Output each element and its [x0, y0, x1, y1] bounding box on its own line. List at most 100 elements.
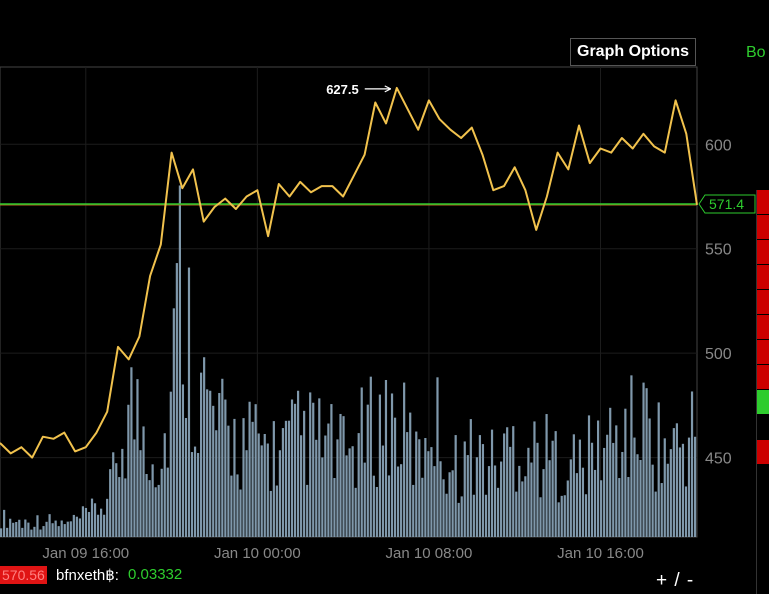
volume-bar	[172, 308, 175, 537]
volume-bar	[548, 460, 551, 537]
volume-bar	[218, 393, 221, 537]
volume-bar	[24, 519, 27, 537]
volume-bar	[681, 443, 685, 537]
volume-bar	[400, 464, 403, 537]
volume-bar	[318, 398, 321, 537]
volume-bar	[48, 514, 51, 537]
y-tick-label: 600	[705, 137, 732, 154]
volume-bar	[45, 521, 48, 537]
last-price-label: 571.4	[709, 196, 744, 212]
volume-bar	[15, 522, 18, 537]
volume-bar	[348, 448, 351, 537]
volume-bar	[293, 403, 297, 537]
volume-bar	[166, 467, 169, 537]
volume-bar	[615, 425, 618, 537]
volume-bar	[521, 481, 524, 537]
x-tick-label: Jan 10 00:00	[214, 545, 301, 562]
volume-bar	[100, 508, 103, 537]
volume-bar	[160, 468, 163, 537]
volume-bar	[357, 433, 360, 537]
volume-bar	[78, 518, 81, 537]
volume-bar	[72, 514, 75, 537]
volume-bar	[515, 491, 518, 537]
volume-bar	[496, 487, 500, 537]
volume-bar	[266, 443, 269, 537]
x-tick-label: Jan 09 16:00	[42, 545, 129, 562]
volume-bar	[618, 478, 621, 537]
volume-bar	[324, 435, 327, 537]
volume-bar	[545, 414, 548, 537]
volume-bar	[445, 493, 448, 537]
order-strip-cell	[757, 440, 769, 465]
x-tick-label: Jan 10 16:00	[557, 545, 644, 562]
volume-bar	[554, 431, 557, 537]
volume-bar	[387, 475, 391, 537]
volume-bar	[287, 420, 291, 537]
volume-bar	[233, 418, 236, 537]
volume-bar	[112, 452, 115, 537]
volume-bar	[33, 526, 36, 537]
volume-bar	[509, 446, 512, 537]
volume-bar	[154, 487, 157, 537]
volume-bar	[66, 521, 69, 537]
order-strip-cell	[757, 315, 769, 340]
volume-bar	[436, 377, 439, 537]
volume-bar	[645, 388, 648, 537]
volume-bar	[430, 447, 433, 537]
volume-bar	[93, 503, 97, 537]
volume-bar	[333, 478, 336, 537]
volume-bar	[654, 491, 657, 537]
volume-bar	[242, 418, 245, 537]
volume-bar	[484, 494, 488, 537]
volume-bar	[651, 464, 654, 537]
volume-bar	[475, 457, 478, 537]
volume-bar	[281, 428, 285, 537]
volume-bar	[415, 431, 418, 537]
volume-bar	[196, 453, 200, 537]
volume-bar	[351, 446, 354, 537]
volume-bar	[209, 390, 212, 537]
volume-bar	[345, 455, 348, 537]
volume-bar	[372, 475, 375, 537]
symbol-label: bfnxeth฿:	[56, 566, 119, 584]
zoom-control[interactable]: + / -	[656, 570, 695, 591]
volume-bar	[312, 402, 315, 537]
volume-bar	[133, 439, 136, 537]
volume-bar	[193, 446, 197, 537]
volume-bar	[206, 389, 209, 537]
max-arrowhead	[384, 85, 392, 93]
graph-options-button[interactable]: Graph Options	[570, 38, 696, 66]
order-strip-cell	[757, 290, 769, 315]
volume-bar	[630, 375, 633, 537]
volume-bar	[96, 514, 100, 537]
volume-bar	[578, 439, 582, 537]
volume-bar	[500, 461, 503, 537]
volume-bar	[378, 394, 382, 537]
volume-bar	[584, 494, 588, 537]
volume-bar	[290, 399, 294, 537]
volume-bar	[42, 526, 45, 537]
volume-bar	[60, 520, 63, 537]
volume-bar	[115, 463, 118, 537]
volume-bar	[51, 523, 54, 537]
volume-bar	[251, 421, 254, 537]
volume-bar	[175, 263, 178, 537]
volume-bar	[354, 487, 357, 537]
y-tick-label: 500	[705, 346, 732, 363]
volume-bar	[0, 528, 3, 537]
order-strip-cell	[757, 490, 769, 515]
volume-bar	[300, 435, 303, 537]
volume-bar	[109, 469, 112, 537]
volume-bar	[257, 433, 260, 537]
volume-bar	[269, 490, 272, 537]
volume-bar	[581, 467, 585, 537]
volume-bar	[600, 480, 603, 537]
volume-bar	[221, 378, 224, 537]
volume-bar	[466, 455, 469, 537]
volume-bar	[439, 461, 442, 537]
volume-bar	[666, 463, 669, 537]
volume-bar	[187, 267, 191, 537]
volume-bar	[84, 507, 88, 537]
volume-bar	[609, 407, 612, 537]
volume-bar	[457, 502, 460, 537]
